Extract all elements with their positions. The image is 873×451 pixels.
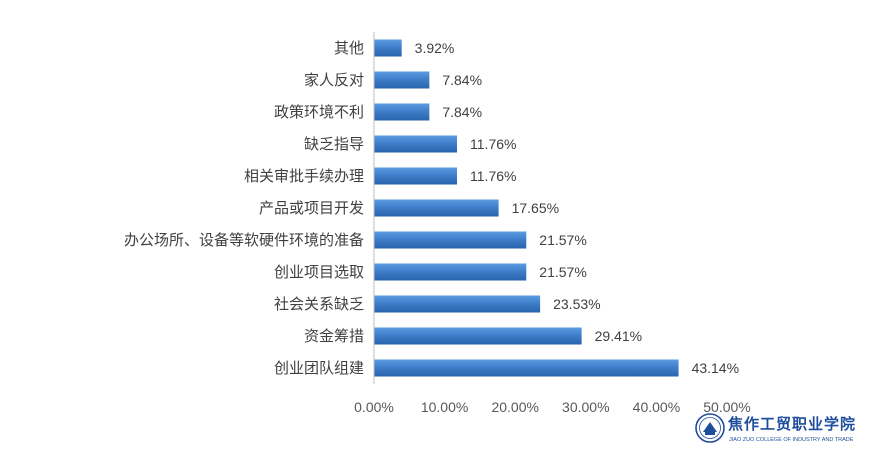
bar [374, 103, 430, 121]
college-name-cn: 焦作工贸职业学院 [727, 415, 856, 433]
data-label: 3.92% [415, 40, 455, 56]
category-label: 家人反对 [304, 71, 364, 89]
x-tick-label: 30.00% [562, 399, 609, 415]
data-label: 43.14% [692, 360, 739, 376]
x-tick-label: 10.00% [421, 399, 468, 415]
data-label: 11.76% [470, 136, 516, 152]
data-label: 29.41% [595, 328, 642, 344]
bar [374, 71, 430, 89]
x-tick-label: 50.00% [703, 399, 750, 415]
bars-group [374, 39, 679, 377]
category-label: 政策环境不利 [274, 103, 364, 121]
data-label: 11.76% [470, 168, 516, 184]
x-axis-ticks: 0.00% 10.00% 20.00% 30.00% 40.00% 50.00% [354, 399, 751, 415]
value-labels: 3.92% 7.84% 7.84% 11.76% 11.76% 17.65% 21.57% 2… [415, 40, 739, 376]
bar [374, 167, 458, 185]
bar [374, 327, 582, 345]
college-emblem-icon [695, 413, 725, 443]
data-label: 7.84% [442, 104, 482, 120]
category-label: 其他 [334, 39, 364, 57]
bar [374, 231, 527, 249]
bar [374, 199, 499, 217]
category-label: 缺乏指导 [304, 135, 364, 153]
category-labels: 其他家人反对政策环境不利缺乏指导相关审批手续办理产品或项目开发办公场所、设备等软… [124, 39, 364, 377]
college-logo: 焦作工贸职业学院 JIAO ZUO COLLEGE OF INDUSTRY AN… [694, 412, 869, 446]
category-label: 创业项目选取 [274, 263, 364, 281]
bar [374, 295, 541, 313]
bar [374, 135, 458, 153]
category-label: 创业团队组建 [274, 359, 364, 377]
data-label: 21.57% [539, 264, 586, 280]
x-tick-label: 40.00% [633, 399, 680, 415]
category-label: 社会关系缺乏 [274, 295, 364, 313]
category-label: 办公场所、设备等软硬件环境的准备 [124, 231, 364, 249]
data-label: 21.57% [539, 232, 586, 248]
data-label: 17.65% [512, 200, 559, 216]
x-tick-label: 20.00% [491, 399, 538, 415]
data-label: 23.53% [553, 296, 600, 312]
college-name-en: JIAO ZUO COLLEGE OF INDUSTRY AND TRADE [729, 437, 854, 443]
bar [374, 359, 679, 377]
bar [374, 39, 402, 57]
category-label: 相关审批手续办理 [244, 167, 364, 185]
bar [374, 263, 527, 281]
category-label: 产品或项目开发 [259, 199, 364, 217]
category-label: 资金筹措 [304, 327, 364, 345]
x-tick-label: 0.00% [354, 399, 394, 415]
data-label: 7.84% [442, 72, 482, 88]
